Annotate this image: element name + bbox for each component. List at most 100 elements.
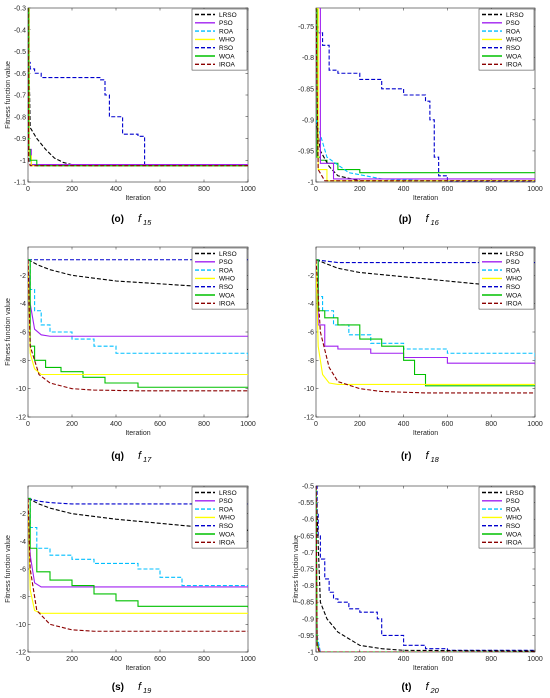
y-tick-label: -4 bbox=[20, 539, 26, 546]
x-tick-label: 800 bbox=[485, 421, 497, 428]
chart-panel-5: 0 200 400 600 800 1000 -12 -10 -8 -6 -4 -2 Iteration… bbox=[5, 485, 256, 695]
panel-caption-function: f bbox=[138, 681, 142, 693]
legend-label: LRSO bbox=[506, 251, 524, 258]
legend-label: WOA bbox=[219, 531, 235, 538]
series-line-rso bbox=[316, 486, 535, 651]
series-line-roa bbox=[28, 497, 248, 587]
legend-label: ROA bbox=[219, 28, 234, 35]
y-tick-label: -12 bbox=[16, 650, 26, 657]
y-tick-label: -10 bbox=[304, 386, 314, 393]
series-line-lrso bbox=[316, 486, 535, 652]
x-tick-label: 200 bbox=[354, 186, 366, 193]
y-tick-label: -0.6 bbox=[302, 517, 314, 524]
panel-caption-function: f bbox=[426, 213, 430, 225]
x-tick-label: 800 bbox=[198, 421, 210, 428]
x-tick-label: 1000 bbox=[527, 186, 543, 193]
x-axis-label: Iteration bbox=[413, 665, 438, 672]
legend-label: IROA bbox=[506, 540, 523, 547]
y-tick-label: -6 bbox=[308, 330, 314, 337]
x-tick-label: 400 bbox=[110, 186, 122, 193]
legend-label: LRSO bbox=[219, 12, 237, 19]
legend-label: RSO bbox=[219, 284, 233, 291]
x-tick-label: 0 bbox=[26, 421, 30, 428]
x-tick-label: 200 bbox=[354, 421, 366, 428]
legend-label: PSO bbox=[506, 259, 520, 266]
y-axis-label: Fitness function value bbox=[5, 61, 12, 129]
y-tick-label: -12 bbox=[304, 415, 314, 422]
series-line-lrso bbox=[28, 259, 248, 291]
series-line-who bbox=[316, 259, 535, 385]
series-line-roa bbox=[316, 119, 535, 182]
legend-label: RSO bbox=[219, 45, 233, 52]
legend-label: WOA bbox=[506, 531, 522, 538]
x-tick-label: 600 bbox=[442, 656, 454, 663]
legend-label: RSO bbox=[506, 523, 520, 530]
x-tick-label: 0 bbox=[314, 656, 318, 663]
panel-caption-subscript: 16 bbox=[431, 218, 440, 227]
y-tick-label: -8 bbox=[308, 358, 314, 365]
legend-label: LRSO bbox=[506, 12, 524, 19]
panel-caption-subscript: 18 bbox=[431, 455, 440, 464]
y-tick-label: -0.5 bbox=[14, 49, 26, 56]
series-line-lrso bbox=[28, 497, 248, 531]
x-tick-label: 800 bbox=[198, 186, 210, 193]
x-tick-label: 400 bbox=[398, 656, 410, 663]
legend-label: ROA bbox=[506, 28, 521, 35]
y-tick-label: -4 bbox=[20, 301, 26, 308]
y-tick-label: -0.3 bbox=[14, 6, 26, 13]
panel-caption-subscript: 17 bbox=[143, 455, 152, 464]
panel-caption-letter: (t) bbox=[402, 682, 412, 693]
x-axis-label: Iteration bbox=[413, 430, 438, 437]
y-tick-label: -0.75 bbox=[298, 24, 314, 31]
y-tick-label: -0.85 bbox=[298, 600, 314, 607]
legend-label: IROA bbox=[219, 62, 236, 69]
legend-label: WHO bbox=[219, 276, 235, 283]
panel-caption-function: f bbox=[138, 450, 142, 462]
y-tick-label: -1 bbox=[308, 650, 314, 657]
panel-caption-subscript: 15 bbox=[143, 218, 152, 227]
panel-caption-letter: (r) bbox=[401, 451, 412, 462]
series-group bbox=[316, 486, 535, 652]
y-tick-label: -0.95 bbox=[298, 148, 314, 155]
legend-label: WOA bbox=[506, 292, 522, 299]
series-group bbox=[28, 259, 248, 392]
legend-label: RSO bbox=[506, 45, 520, 52]
y-tick-label: -8 bbox=[20, 594, 26, 601]
panel-caption-letter: (q) bbox=[111, 451, 124, 462]
y-tick-label: -6 bbox=[20, 567, 26, 574]
legend-label: ROA bbox=[506, 267, 521, 274]
y-tick-label: -1 bbox=[308, 180, 314, 187]
y-tick-label: -0.7 bbox=[14, 93, 26, 100]
chart-panel-4: 0 200 400 600 800 1000 -12 -10 -8 -6 -4 -2 Iteration… bbox=[304, 246, 543, 464]
x-tick-label: 0 bbox=[314, 186, 318, 193]
chart-panel-3: 0 200 400 600 800 1000 -12 -10 -8 -6 -4 -2 Iteration… bbox=[5, 246, 256, 464]
panel-caption-letter: (s) bbox=[112, 682, 124, 693]
series-group bbox=[316, 8, 535, 182]
x-tick-label: 200 bbox=[354, 656, 366, 663]
legend-label: WOA bbox=[506, 53, 522, 60]
legend-label: RSO bbox=[219, 523, 233, 530]
x-tick-label: 600 bbox=[154, 421, 166, 428]
x-tick-label: 400 bbox=[398, 421, 410, 428]
legend-label: LRSO bbox=[506, 490, 524, 497]
panel-caption-function: f bbox=[426, 450, 430, 462]
legend-label: PSO bbox=[506, 20, 520, 27]
chart-panel-2: 0 200 400 600 800 1000 -1 -0.95 -0.9 -0.85 -0.8 -0.… bbox=[298, 7, 543, 227]
legend-label: WOA bbox=[219, 53, 235, 60]
legend-label: PSO bbox=[219, 20, 233, 27]
y-tick-label: -12 bbox=[16, 415, 26, 422]
y-tick-label: -0.4 bbox=[14, 27, 26, 34]
legend-label: ROA bbox=[219, 267, 234, 274]
y-tick-label: -2 bbox=[308, 273, 314, 280]
series-line-rso bbox=[316, 26, 535, 182]
legend-label: IROA bbox=[219, 301, 236, 308]
y-axis-label: Fitness function value bbox=[5, 298, 12, 366]
series-line-woa bbox=[28, 8, 248, 167]
series-line-iroa bbox=[316, 259, 535, 394]
y-tick-label: -1.1 bbox=[14, 180, 26, 187]
